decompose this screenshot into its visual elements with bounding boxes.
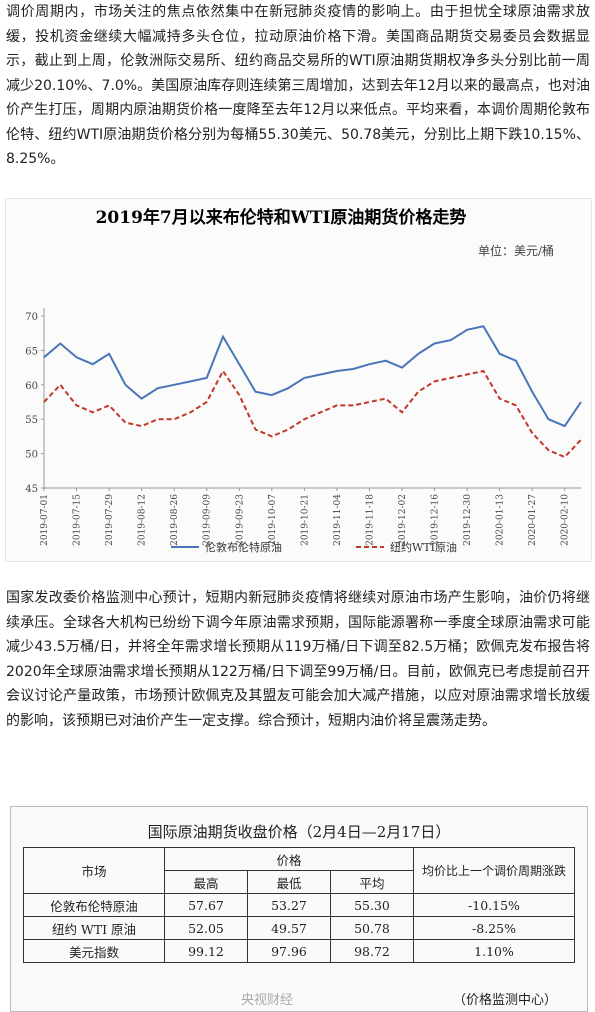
table: 市场 价格 均价比上一个调价周期涨跌 最高 最低 平均 伦敦布伦特原油 57.67 53.2…	[23, 847, 575, 963]
table-cell: 美元指数	[23, 939, 165, 963]
table-cell: 97.96	[247, 939, 331, 963]
x-tick-label: 2019-08-26	[170, 494, 180, 546]
unit: 单位：美元/桶	[478, 243, 554, 258]
x-tick-label: 2020-02-10	[561, 494, 571, 546]
table-cell: 50.78	[330, 916, 414, 940]
table-title: 国际原油期货收盘价格（2月4日—2月17日）	[147, 823, 451, 841]
y-tick-label: 60	[25, 381, 38, 392]
line	[43, 369, 582, 459]
table-cell: -10.15%	[413, 893, 575, 917]
table-cell: 55.30	[330, 893, 414, 917]
table-cell: 52.05	[164, 916, 248, 940]
x-tick-label: 2019-09-09	[203, 494, 213, 546]
source: （价格监测中心）	[452, 993, 557, 1008]
table-cell: 49.57	[247, 916, 331, 940]
x-tick-label: 2019-09-23	[235, 494, 245, 546]
y-tick-label: 55	[25, 415, 38, 426]
y-tick-label: 65	[25, 346, 38, 357]
header-cell: 价格	[164, 847, 414, 871]
x-tick-label: 2019-10-07	[268, 494, 278, 546]
table-cell: 1.10%	[413, 939, 575, 963]
x-tick-label: 2019-12-30	[463, 494, 473, 546]
x-tick-label: 2019-08-12	[138, 494, 148, 546]
legend-label: 纽约WTI原油	[390, 540, 457, 554]
table-cell: 57.67	[164, 893, 248, 917]
x-tick-label: 2019-10-21	[300, 494, 310, 546]
y-tick-label: 45	[25, 484, 38, 495]
table-cell: 99.12	[164, 939, 248, 963]
table-row: 美元指数 99.12 97.96 98.72 1.10%	[23, 939, 575, 963]
y-tick-label: 50	[25, 450, 38, 461]
x-tick-label: 2019-12-16	[431, 494, 441, 546]
x-tick-label: 2020-01-27	[528, 494, 538, 546]
table-row: 纽约 WTI 原油 52.05 49.57 50.78 -8.25%	[23, 916, 575, 940]
chart: 2019年7月以来布伦特和WTI原油期货价格走势 单位：美元/桶 45 50 55 6…	[5, 198, 592, 562]
table-image: 国际原油期货收盘价格（2月4日—2月17日） 市场 价格 均价比上一个调价周期涨跌 …	[10, 806, 588, 1012]
table-cell: 53.27	[247, 893, 331, 917]
table-cell: 98.72	[330, 939, 414, 963]
header-cell: 均价比上一个调价周期涨跌	[413, 847, 575, 894]
x-tick-label: 2019-11-18	[365, 494, 375, 546]
x-tick-label: 2019-07-01	[40, 494, 50, 546]
paragraph: 国家发改委价格监测中心预计，短期内新冠肺炎疫情将继续对原油市场产生影响，油价仍将…	[6, 590, 590, 729]
table-cell: 纽约 WTI 原油	[23, 916, 165, 940]
x-tick-label: 2019-11-04	[333, 494, 343, 546]
chart-title: 2019年7月以来布伦特和WTI原油期货价格走势	[96, 207, 467, 228]
table-row: 伦敦布伦特原油 57.67 53.27 55.30 -10.15%	[23, 893, 575, 917]
paragraph: 调价周期内，市场关注的焦点依然集中在新冠肺炎疫情的影响上。由于担忧全球原油需求放…	[6, 4, 590, 167]
header-cell: 最低	[247, 870, 331, 894]
x-tick-label: 2019-07-15	[73, 494, 83, 546]
line	[43, 325, 582, 428]
x-tick-label: 2019-07-29	[105, 494, 115, 546]
header-cell: 平均	[330, 870, 414, 894]
header-cell: 市场	[23, 847, 165, 894]
table-cell: -8.25%	[413, 916, 575, 940]
y-tick-label: 70	[25, 312, 38, 323]
x-tick-label: 2019-12-02	[398, 494, 408, 546]
x-tick-label: 2020-01-13	[496, 494, 506, 546]
table-cell: 伦敦布伦特原油	[23, 893, 165, 917]
watermark: 央视财经	[241, 993, 294, 1008]
header-cell: 最高	[164, 870, 248, 894]
legend-label: 伦敦布伦特原油	[205, 540, 282, 554]
